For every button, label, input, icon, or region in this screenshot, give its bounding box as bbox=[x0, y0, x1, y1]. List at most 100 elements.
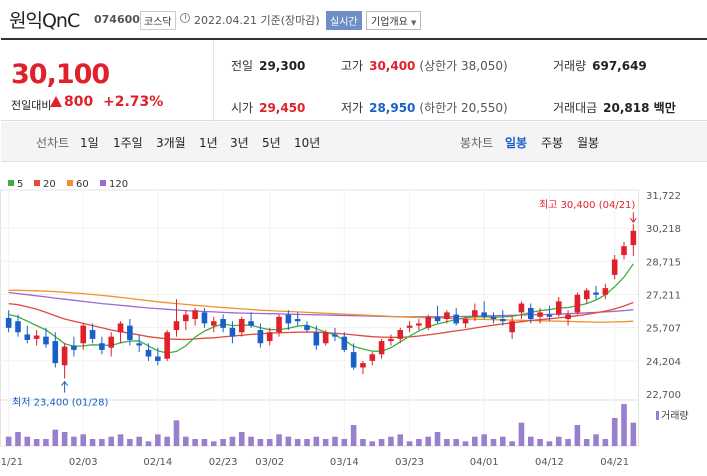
period-1y[interactable]: 1년 bbox=[199, 136, 218, 150]
candle-weekly[interactable]: 주봉 bbox=[541, 136, 564, 150]
candle-body bbox=[388, 338, 394, 342]
volume-bar bbox=[481, 434, 487, 446]
volume-bar bbox=[136, 436, 142, 446]
volume-bar bbox=[192, 439, 198, 446]
volume-bar bbox=[127, 439, 133, 446]
candle-body bbox=[602, 288, 609, 295]
lower-limit: (하한가 20,550) bbox=[419, 101, 508, 115]
candle-daily[interactable]: 일봉 bbox=[505, 136, 528, 150]
volume: 거래량 697,649 bbox=[553, 57, 647, 74]
realtime-button[interactable]: 실시간 bbox=[326, 11, 362, 30]
volume-bar bbox=[294, 439, 301, 446]
volume-bar bbox=[453, 439, 459, 446]
x-tick-label: 04/21 bbox=[600, 457, 629, 468]
company-info-button[interactable]: 기업개요 ▼ bbox=[366, 11, 422, 30]
amount-value: 20,818 백만 bbox=[603, 101, 676, 115]
volume-bar bbox=[350, 425, 357, 446]
stock-header: 원익QnC 074600 코스닥 2022.04.21 기준(장마감) 실시간 … bbox=[0, 0, 707, 38]
candle-body bbox=[229, 327, 236, 337]
prev-close-label: 전일 bbox=[231, 59, 254, 73]
volume-bar bbox=[546, 441, 553, 446]
volume-bar bbox=[24, 436, 31, 446]
candle-body bbox=[192, 310, 198, 320]
candle-body bbox=[127, 325, 133, 340]
candle-body bbox=[481, 312, 487, 317]
legend-swatch bbox=[34, 180, 40, 186]
volume-bar bbox=[537, 439, 543, 446]
low-price: 저가 28,950 (하한가 20,550) bbox=[341, 99, 508, 116]
candle-body bbox=[350, 352, 357, 368]
volume-label: 거래량 bbox=[553, 59, 587, 73]
candle-monthly[interactable]: 월봉 bbox=[577, 136, 600, 150]
low-value: 28,950 bbox=[369, 101, 416, 115]
candle-body bbox=[52, 341, 59, 364]
x-tick-label: 04/12 bbox=[535, 457, 564, 468]
candle-body bbox=[71, 345, 77, 350]
candle-body bbox=[173, 321, 180, 331]
volume-bar bbox=[5, 436, 12, 446]
candle-body bbox=[630, 230, 637, 246]
ma20-line bbox=[8, 301, 634, 341]
candle-body bbox=[108, 336, 115, 348]
volume-bar bbox=[61, 432, 68, 446]
x-tick-label: 02/23 bbox=[209, 457, 238, 468]
up-arrow-icon bbox=[50, 96, 62, 107]
chart-toolbar: 선차트 1일 1주일 3개월 1년 3년 5년 10년 봉차트 일봉 주봉 월봉 bbox=[1, 122, 707, 162]
stock-chart[interactable]: 5 20 60 120 31,722 30,218 28,715 27,211 25,707 24… bbox=[0, 163, 707, 476]
candle-body bbox=[294, 319, 301, 322]
upper-limit: (상한가 38,050) bbox=[419, 59, 508, 73]
volume-bar bbox=[145, 441, 152, 446]
amount-label: 거래대금 bbox=[553, 101, 598, 115]
volume-bar bbox=[397, 434, 404, 446]
quote-panel: 30,100 전일대비 800 +2.73% 전일 29,300 고가 30,400… bbox=[1, 38, 707, 122]
candle-body bbox=[593, 292, 599, 295]
period-3m[interactable]: 3개월 bbox=[156, 136, 186, 150]
candle-body bbox=[527, 307, 534, 320]
volume-bar bbox=[164, 436, 170, 446]
candle-body bbox=[565, 314, 571, 320]
prev-close: 전일 29,300 bbox=[231, 57, 305, 74]
candlestick-chart[interactable]: 5 20 60 120 31,722 30,218 28,715 27,211 25,707 24… bbox=[0, 163, 707, 476]
x-tick-label: 03/23 bbox=[395, 457, 424, 468]
volume-bar bbox=[621, 404, 627, 446]
volume-bar bbox=[108, 436, 115, 446]
volume-bar bbox=[630, 422, 637, 446]
stock-name: 원익QnC bbox=[9, 10, 80, 32]
volume-bar bbox=[574, 425, 581, 446]
candle-body bbox=[313, 332, 320, 346]
period-5y[interactable]: 5년 bbox=[262, 136, 281, 150]
period-1d[interactable]: 1일 bbox=[80, 136, 99, 150]
min-annotation: 최저 23,400 (01/28) bbox=[12, 397, 108, 409]
candle-body bbox=[257, 330, 264, 344]
volume-bar bbox=[406, 441, 413, 446]
candle-body bbox=[24, 334, 31, 340]
candle-chart-label: 봉차트 bbox=[460, 136, 494, 150]
y-tick-label: 31,722 bbox=[646, 191, 681, 202]
volume-bar bbox=[388, 436, 394, 446]
y-tick-label: 27,211 bbox=[646, 291, 681, 302]
volume-bar bbox=[322, 439, 329, 446]
change-label: 전일대비 bbox=[11, 99, 52, 112]
volume-bar bbox=[173, 420, 180, 446]
period-10y[interactable]: 10년 bbox=[294, 136, 321, 150]
candle-body bbox=[99, 343, 105, 350]
x-tick-label: 03/02 bbox=[255, 457, 284, 468]
candle-body bbox=[509, 321, 515, 333]
volume-bar bbox=[99, 439, 105, 446]
date-text: 2022.04.21 기준(장마감) bbox=[194, 14, 320, 27]
volume-bar bbox=[500, 436, 506, 446]
change-value: 800 bbox=[64, 94, 94, 110]
legend-label: 120 bbox=[109, 179, 128, 190]
period-3y[interactable]: 3년 bbox=[230, 136, 249, 150]
volume-bar bbox=[416, 439, 422, 446]
period-1w[interactable]: 1주일 bbox=[113, 136, 143, 150]
legend-swatch bbox=[100, 180, 106, 186]
volume-value: 697,649 bbox=[592, 59, 647, 73]
candle-body bbox=[304, 325, 310, 331]
volume-bar bbox=[155, 434, 161, 446]
candle-body bbox=[425, 316, 432, 328]
candle-body bbox=[518, 303, 525, 313]
volume-bar bbox=[369, 441, 376, 446]
volume-bar bbox=[71, 436, 77, 446]
volume-bar bbox=[611, 418, 618, 446]
